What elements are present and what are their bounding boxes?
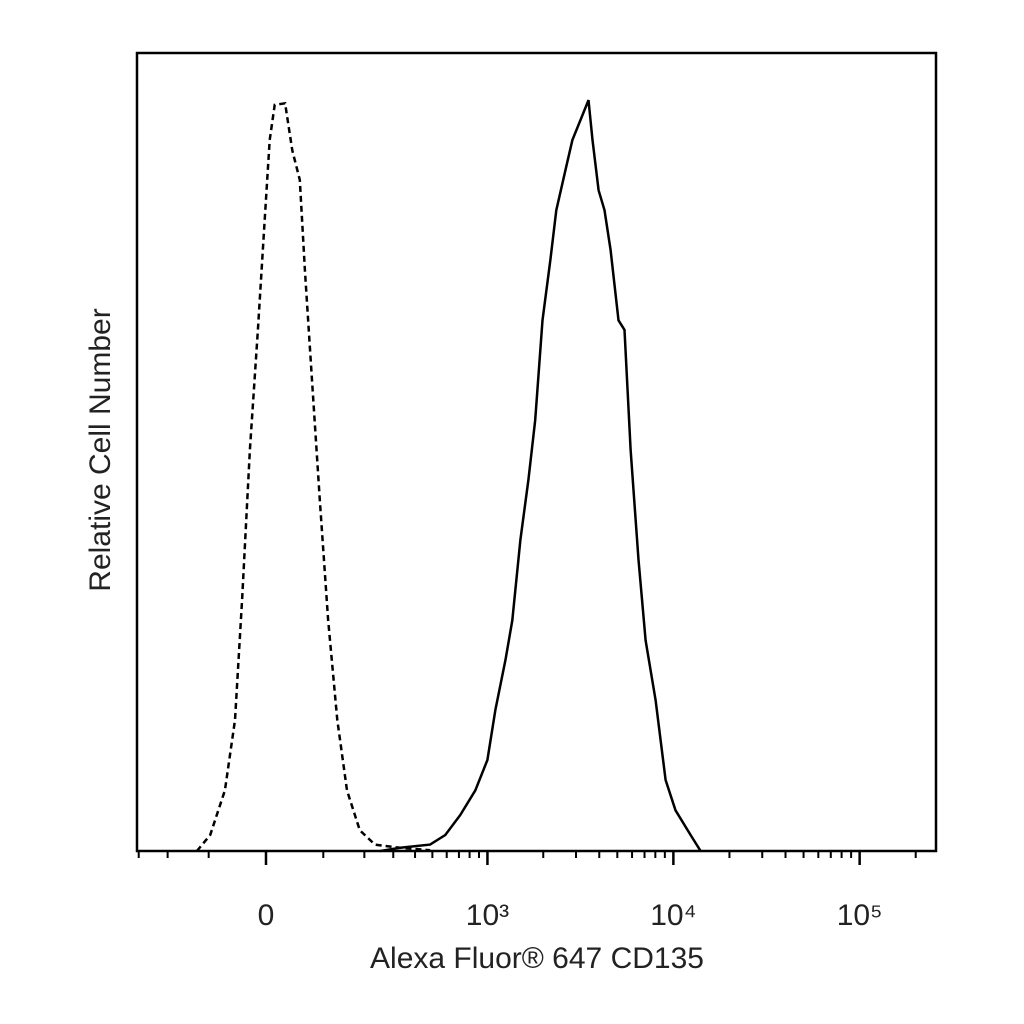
plot-frame bbox=[135, 51, 938, 853]
histogram-line bbox=[380, 99, 702, 853]
y-axis-label: Relative Cell Number bbox=[84, 308, 117, 591]
x-tick-label: 0 bbox=[258, 899, 275, 932]
histogram-line bbox=[195, 101, 431, 852]
x-tick-label: 10⁵ bbox=[837, 899, 883, 932]
x-tick-label: 10³ bbox=[466, 899, 509, 932]
x-axis-label: Alexa Fluor® 647 CD135 bbox=[370, 942, 704, 975]
x-tick-label: 10⁴ bbox=[650, 899, 696, 932]
